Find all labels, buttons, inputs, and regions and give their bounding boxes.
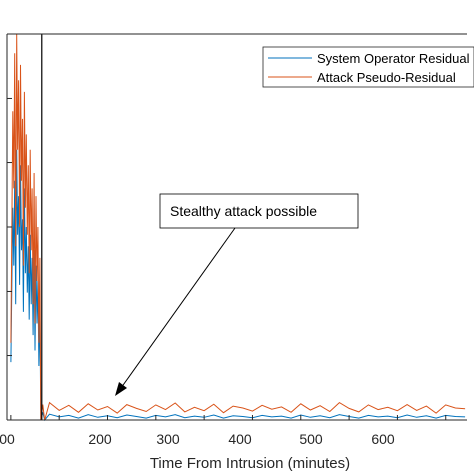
- ticks-layer: 00 200 300 400 500 600: [0, 415, 447, 447]
- x-tick-label: 600: [371, 431, 395, 447]
- axes-layer: [6, 33, 467, 421]
- legend-box: [262, 46, 474, 88]
- legend-label-attack: Attack Pseudo-Residual: [317, 70, 456, 85]
- x-tick-label: 300: [156, 431, 180, 447]
- annotation-text: Stealthy attack possible: [170, 203, 317, 219]
- x-tick-label: 400: [228, 431, 252, 447]
- x-tick-label: 500: [299, 431, 323, 447]
- legend: System Operator Residual Attack Pseudo-R…: [262, 46, 474, 88]
- series-line-system-operator: [10, 149, 466, 422]
- annotation-arrowhead: [115, 382, 127, 396]
- x-tick-label: 200: [88, 431, 112, 447]
- x-tick-label: 00: [0, 431, 15, 447]
- series-layer: [10, 33, 466, 422]
- series-line-attack: [10, 33, 466, 421]
- annotation-box: [159, 193, 359, 229]
- annotation: Stealthy attack possible: [115, 193, 359, 396]
- x-axis-title: Time From Intrusion (minutes): [150, 455, 350, 472]
- legend-label-system-operator: System Operator Residual: [317, 51, 470, 66]
- annotation-arrow-line: [120, 227, 236, 389]
